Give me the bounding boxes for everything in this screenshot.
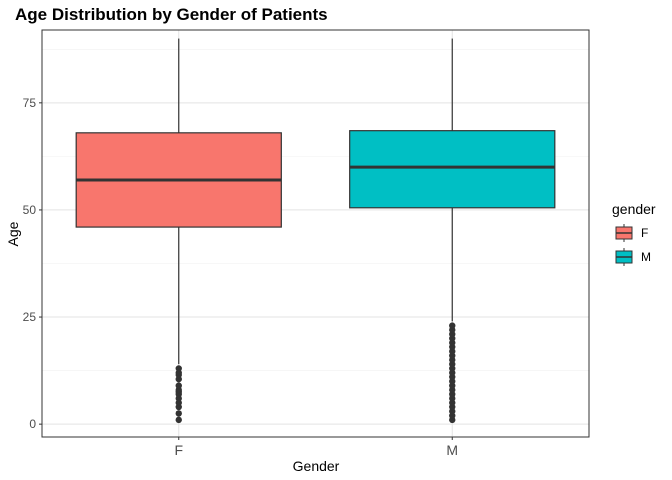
plot-background — [42, 30, 589, 437]
y-tick-label: 0 — [29, 417, 36, 431]
legend: gender FM — [612, 201, 656, 266]
chart-title: Age Distribution by Gender of Patients — [15, 5, 328, 24]
outlier-point — [175, 365, 182, 372]
legend-label: M — [641, 250, 651, 264]
outlier-point — [449, 322, 456, 329]
plot-border — [41, 29, 590, 438]
x-tick-label: M — [446, 442, 458, 458]
legend-item-M: M — [615, 248, 651, 266]
outlier-point — [175, 410, 182, 417]
box-group-F — [75, 38, 282, 424]
y-tick-label: 75 — [23, 96, 37, 110]
box-group-M — [349, 38, 556, 424]
y-tick-label: 50 — [23, 203, 37, 217]
legend-item-F: F — [615, 224, 648, 242]
outlier-point — [175, 416, 182, 424]
x-axis-title: Gender — [293, 458, 340, 474]
box-M — [349, 130, 556, 209]
outlier-point — [175, 382, 182, 389]
plot-area: 0 25 50 75 F M — [23, 29, 590, 458]
x-tick-label: F — [174, 442, 183, 458]
y-axis-title: Age — [5, 221, 21, 246]
legend-title: gender — [612, 201, 656, 217]
y-tick-label: 25 — [23, 310, 37, 324]
legend-label: F — [641, 226, 648, 240]
